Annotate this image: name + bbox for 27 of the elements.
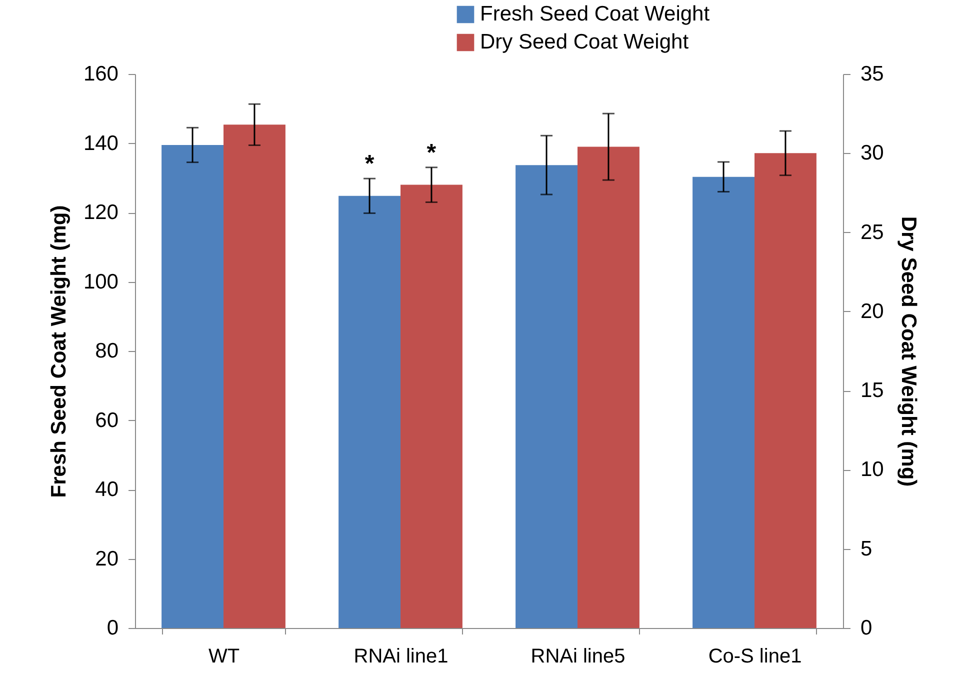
y-axis-title: Fresh Seed Coat Weight (mg) <box>47 205 70 498</box>
y2-tick-label: 35 <box>860 62 884 86</box>
data-label: * <box>364 150 375 178</box>
y2-tick-label: 20 <box>860 300 884 323</box>
y-tick-label: 120 <box>83 201 118 224</box>
y-tick-label: 0 <box>106 616 118 640</box>
x-tick-label: RNAi line1 <box>354 646 448 668</box>
y2-tick-label: 5 <box>860 537 872 560</box>
y2-axis-title: Dry Seed Coat Weight (mg) <box>896 216 920 487</box>
y2-tick-label: 15 <box>860 379 884 402</box>
legend-label: Dry Seed Coat Weight <box>480 30 689 54</box>
data-label: * <box>426 139 437 166</box>
x-tick-label: WT <box>208 646 240 668</box>
y-tick-label: 160 <box>83 62 118 86</box>
legend-label: Fresh Seed Coat Weight <box>480 2 710 26</box>
x-tick-label: RNAi line5 <box>530 646 626 668</box>
y-tick-label: 40 <box>95 478 118 501</box>
x-tick-label: Co-S line1 <box>708 646 802 668</box>
y2-tick-label: 0 <box>860 616 872 640</box>
y2-tick-label: 30 <box>860 142 884 165</box>
y-tick-label: 60 <box>95 408 118 432</box>
y-tick-label: 20 <box>95 547 118 570</box>
y-tick-label: 100 <box>83 270 118 294</box>
y2-tick-label: 10 <box>860 458 884 482</box>
y-tick-label: 140 <box>83 132 118 155</box>
y-tick-label: 80 <box>95 340 118 362</box>
y2-tick-label: 25 <box>860 220 884 244</box>
